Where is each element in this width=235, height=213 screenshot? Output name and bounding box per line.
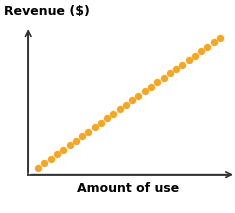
Point <box>193 54 197 57</box>
Point <box>124 103 128 106</box>
Point <box>99 121 103 124</box>
Point <box>93 125 97 129</box>
Point <box>143 90 147 93</box>
Point <box>168 72 172 75</box>
Point <box>149 85 153 89</box>
Point <box>105 117 109 120</box>
Point <box>137 94 140 98</box>
Point <box>212 40 215 44</box>
Point <box>68 143 71 147</box>
Point <box>187 58 191 62</box>
Point <box>36 166 40 169</box>
Point <box>55 152 59 156</box>
Point <box>74 139 78 142</box>
Point <box>80 134 84 138</box>
Point <box>130 99 134 102</box>
X-axis label: Amount of use: Amount of use <box>77 182 179 195</box>
Point <box>180 63 184 66</box>
Point <box>155 81 159 84</box>
Point <box>218 36 222 39</box>
Point <box>174 67 178 71</box>
Point <box>112 112 115 115</box>
Point <box>61 148 65 151</box>
Point <box>49 157 53 160</box>
Text: Revenue ($): Revenue ($) <box>4 5 90 18</box>
Point <box>43 161 46 165</box>
Point <box>86 130 90 133</box>
Point <box>206 45 209 48</box>
Point <box>199 49 203 53</box>
Point <box>162 76 165 80</box>
Point <box>118 108 121 111</box>
